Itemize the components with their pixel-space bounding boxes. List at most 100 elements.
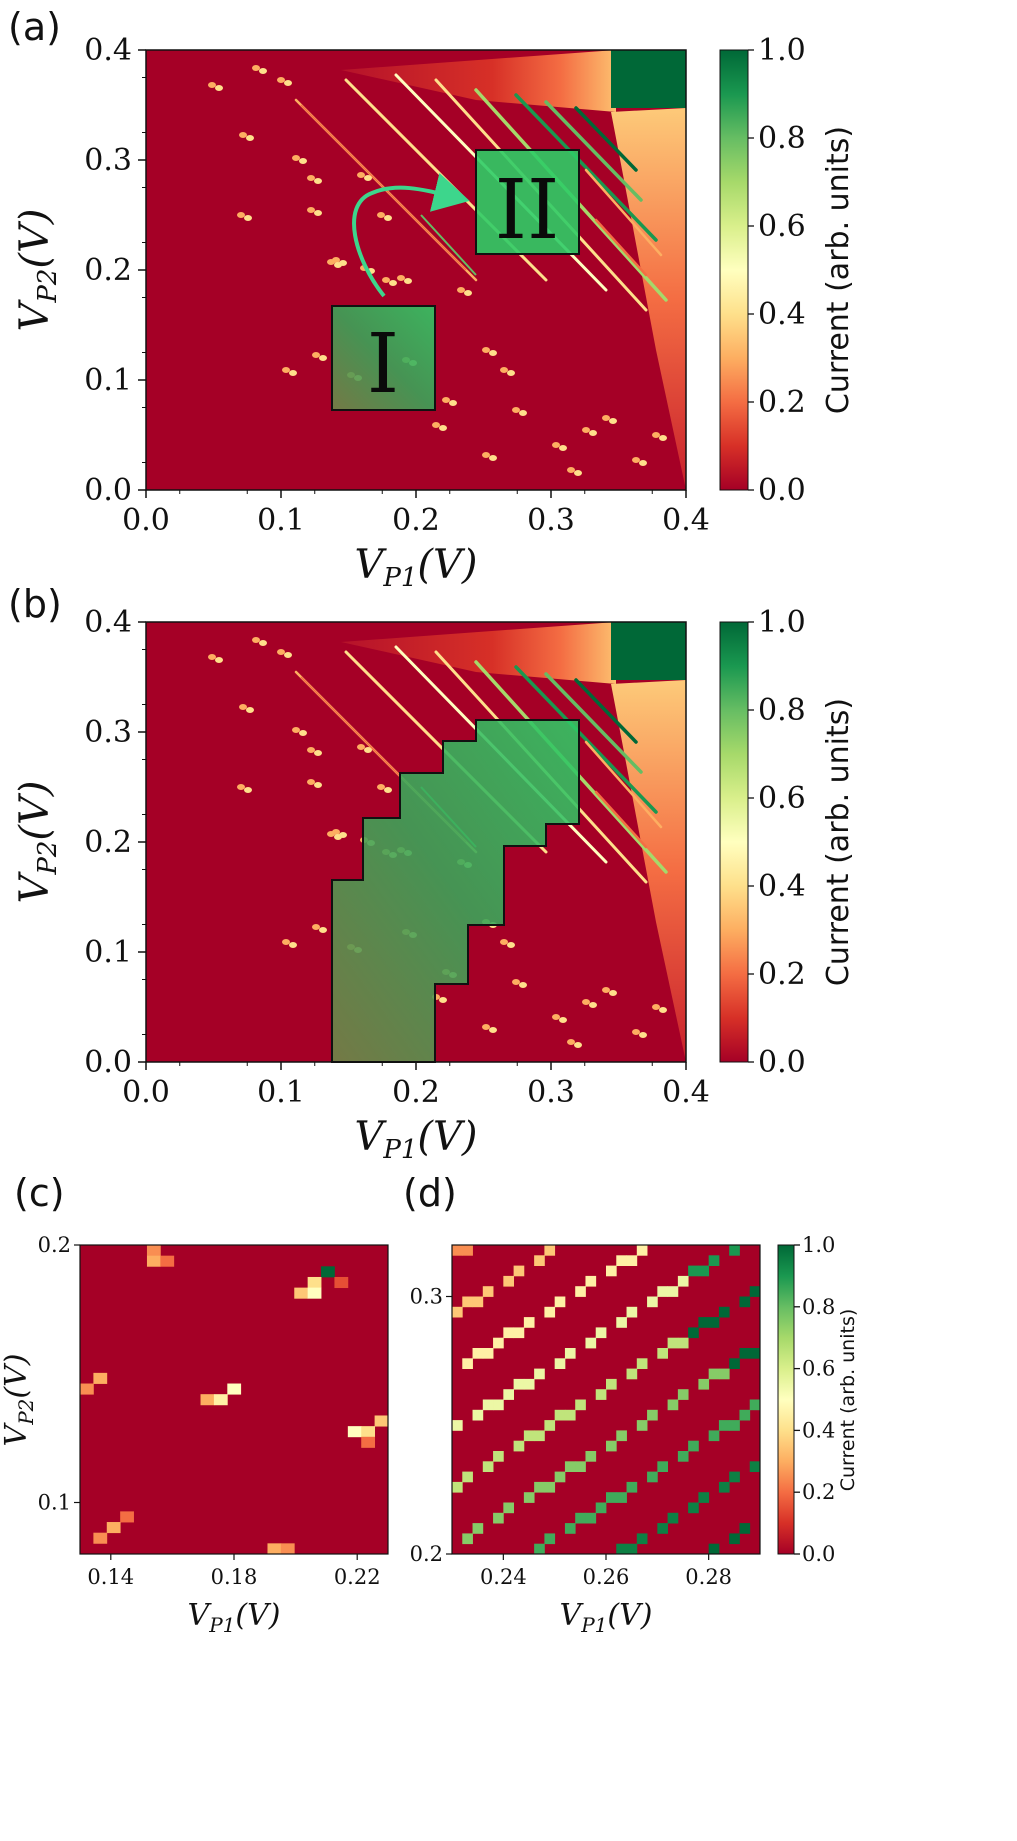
heatmap-cell [361, 1426, 376, 1438]
transition-line [544, 672, 643, 774]
y-axis-label-c: VP2(V) [0, 1354, 38, 1447]
heatmap-cell [708, 1255, 720, 1266]
charge-dot [327, 831, 335, 837]
transition-line [574, 678, 638, 744]
x-tick-label: 0.3 [527, 503, 575, 538]
charge-dot [314, 210, 322, 216]
heatmap-cell [544, 1481, 556, 1493]
heatmap-cell [729, 1471, 740, 1483]
charge-dot [377, 212, 385, 218]
charge-dot [609, 418, 617, 424]
x-tick-label: 0.1 [257, 503, 305, 538]
charge-dot [307, 779, 315, 785]
edge-band-right [611, 108, 686, 490]
colorbar-tick-label: 0.8 [758, 693, 806, 728]
colorbar-tick-label: 0.0 [758, 1045, 806, 1080]
heatmap-cell [729, 1358, 740, 1369]
heatmap-cell [595, 1502, 607, 1514]
heatmap-cell [575, 1286, 586, 1297]
heatmap-cell [739, 1409, 751, 1421]
heatmap-cell [200, 1394, 215, 1406]
saturated-corner [611, 622, 686, 680]
heatmap-cell [677, 1275, 689, 1287]
heatmap-cell [739, 1296, 751, 1308]
colorbar-tick-label: 0.4 [802, 1418, 835, 1442]
heatmap-cell [677, 1389, 689, 1400]
heatmap-cell [698, 1317, 710, 1328]
heatmap-cell [462, 1245, 473, 1256]
x-tick-label: 0.18 [211, 1565, 258, 1589]
heatmap-cell [616, 1317, 627, 1328]
background [146, 50, 686, 490]
y-tick-label: 0.4 [84, 605, 132, 640]
colorbar-tick-label: 0.6 [802, 1357, 835, 1381]
heatmap-cell [452, 1481, 463, 1493]
heatmap-cell [503, 1502, 514, 1514]
charge-dot [589, 1002, 597, 1008]
x-axis-label-a: VP1(V) [354, 542, 477, 593]
heatmap-cell [729, 1533, 740, 1545]
heatmap-cell [718, 1306, 730, 1318]
heatmap-cell [585, 1451, 597, 1462]
heatmap-cell [307, 1287, 322, 1299]
heatmap-cell [523, 1378, 535, 1390]
charge-dot [482, 347, 490, 353]
charge-dot [282, 367, 290, 373]
heatmap-cell [213, 1394, 228, 1406]
transition-line [594, 218, 648, 277]
charge-dot [244, 787, 252, 793]
charge-dot [632, 457, 640, 463]
y-tick-label: 0.0 [84, 1045, 132, 1080]
panel-label-d: (d) [403, 1171, 457, 1215]
charge-dot [277, 77, 285, 83]
x-tick-label: 0.1 [257, 1075, 305, 1110]
heatmap-cell [503, 1275, 514, 1287]
heatmap-cell [462, 1358, 473, 1369]
colorbar-ticks-a: 0.0 0.2 0.4 0.6 0.8 1.0 [748, 33, 806, 508]
charge-dot [567, 1039, 575, 1045]
colorbar-tick-label: 0.4 [758, 869, 806, 904]
charge-dot [208, 82, 216, 88]
heatmap-cell [585, 1512, 597, 1524]
charge-dot [552, 442, 560, 448]
colorbar-tick-label: 1.0 [802, 1233, 835, 1257]
heatmap-panel-a: I II 0.0 0.1 0.2 0.3 0.4 0.0 0.1 0.2 0.3 0.4 VP1(… [12, 33, 856, 593]
heatmap-cell [482, 1461, 494, 1472]
transition-line [420, 214, 477, 276]
y-tick-label: 0.1 [38, 1491, 71, 1515]
heatmap-cell [626, 1368, 638, 1380]
axes-d: 0.24 0.26 0.28 0.2 0.3 [410, 1285, 732, 1590]
colorbar-b [719, 621, 749, 1063]
charge-dot [652, 1004, 660, 1010]
charge-dot [659, 1007, 667, 1013]
heatmap-cell [688, 1440, 699, 1452]
heatmap-cell [93, 1372, 108, 1384]
charge-dot [384, 787, 392, 793]
y-tick-label: 0.3 [410, 1285, 443, 1309]
charge-dot [292, 727, 300, 733]
heatmap-cell [227, 1383, 242, 1395]
charge-dot [519, 982, 527, 988]
y-axis-label-a: VP2(V) [12, 208, 63, 331]
charge-dot [252, 637, 260, 643]
charge-dot [312, 352, 320, 358]
region-2-label: II [495, 163, 560, 258]
heatmap-cell [523, 1492, 535, 1503]
heatmap-cell [513, 1440, 525, 1452]
charge-dot [314, 750, 322, 756]
charge-dot [299, 730, 307, 736]
heatmap-cell [472, 1409, 484, 1421]
charge-dot [559, 445, 567, 451]
charge-dot [489, 455, 497, 461]
x-tick-label: 0.4 [662, 503, 710, 538]
charge-dot [439, 997, 447, 1003]
x-tick-label: 0.14 [87, 1565, 134, 1589]
panel-label-c: (c) [14, 1171, 65, 1215]
y-tick-label: 0.0 [84, 473, 132, 508]
heatmap-cell [472, 1523, 484, 1534]
region-1-box [331, 305, 436, 411]
heatmap-cell [544, 1420, 556, 1431]
x-tick-label: 0.0 [122, 503, 170, 538]
axes-a: 0.0 0.1 0.2 0.3 0.4 0.0 0.1 0.2 0.3 0.4 [84, 33, 710, 538]
heatmap-cell [554, 1358, 566, 1369]
